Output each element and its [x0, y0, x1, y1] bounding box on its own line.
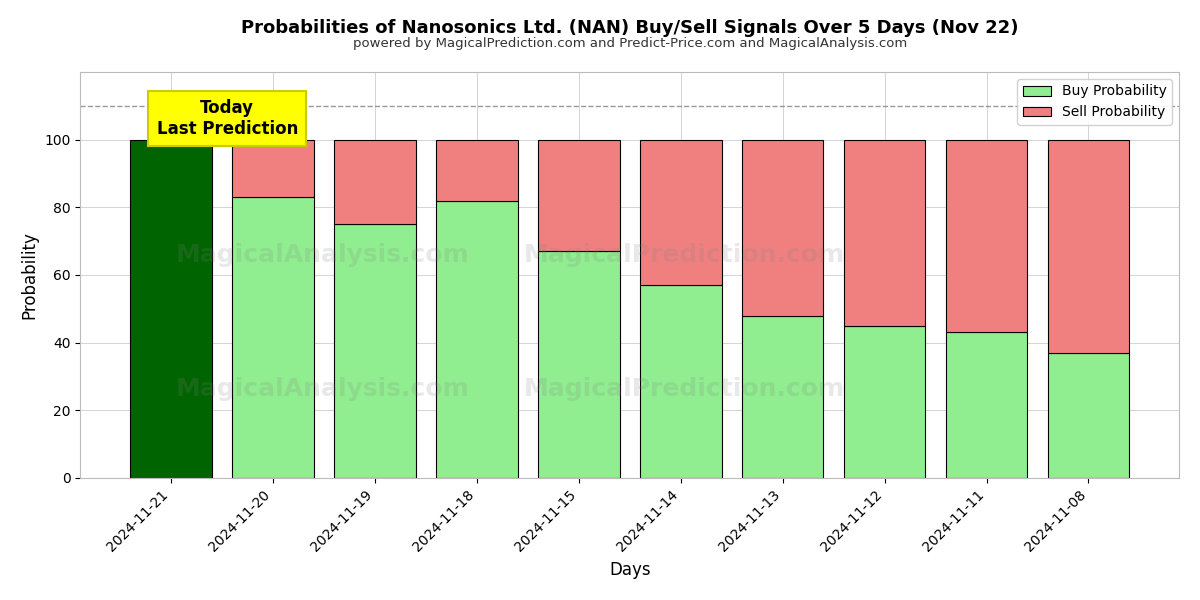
Text: Today
Last Prediction: Today Last Prediction [156, 99, 298, 138]
Bar [742, 140, 823, 316]
Bar [844, 140, 925, 326]
Bar [946, 332, 1027, 478]
Bar [1048, 353, 1129, 478]
Bar [233, 197, 314, 478]
Text: powered by MagicalPrediction.com and Predict-Price.com and MagicalAnalysis.com: powered by MagicalPrediction.com and Pre… [353, 37, 907, 50]
Bar [335, 224, 415, 478]
Bar [946, 140, 1027, 332]
Bar [436, 200, 517, 478]
Y-axis label: Probability: Probability [20, 231, 38, 319]
Bar [131, 140, 212, 478]
Bar [844, 326, 925, 478]
Bar [436, 140, 517, 200]
Text: MagicalAnalysis.com: MagicalAnalysis.com [175, 242, 469, 266]
Bar [538, 251, 619, 478]
Text: MagicalPrediction.com: MagicalPrediction.com [524, 377, 845, 401]
Bar [742, 316, 823, 478]
Bar [538, 140, 619, 251]
Legend: Buy Probability, Sell Probability: Buy Probability, Sell Probability [1018, 79, 1172, 125]
Title: Probabilities of Nanosonics Ltd. (NAN) Buy/Sell Signals Over 5 Days (Nov 22): Probabilities of Nanosonics Ltd. (NAN) B… [241, 19, 1019, 37]
Text: MagicalAnalysis.com: MagicalAnalysis.com [175, 377, 469, 401]
Bar [640, 140, 721, 285]
Bar [1048, 140, 1129, 353]
Text: MagicalPrediction.com: MagicalPrediction.com [524, 242, 845, 266]
Bar [233, 140, 314, 197]
Bar [640, 285, 721, 478]
X-axis label: Days: Days [610, 561, 650, 579]
Bar [335, 140, 415, 224]
